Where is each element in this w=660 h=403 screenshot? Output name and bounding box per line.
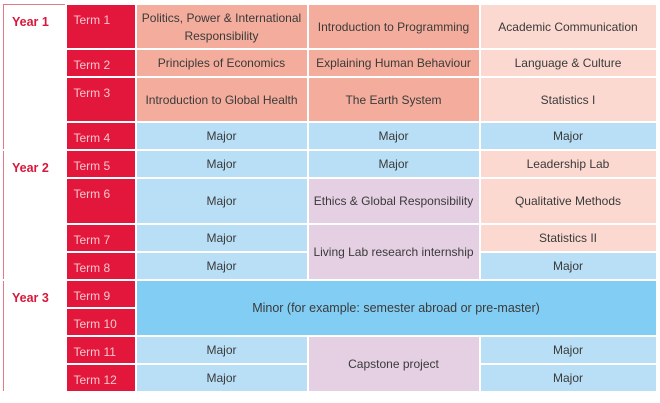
- term-10-label: Term 10: [64, 307, 137, 337]
- course-cell: Major: [134, 177, 309, 225]
- course-cell: Major: [306, 121, 481, 151]
- course-cell: Statistics II: [478, 223, 658, 253]
- course-cell: Major: [478, 363, 658, 393]
- course-cell: The Earth System: [306, 76, 481, 123]
- course-cell: Introduction to Programming: [306, 3, 481, 50]
- term-8-label: Term 8: [64, 251, 137, 281]
- course-cell: Qualitative Methods: [478, 177, 658, 225]
- course-cell: Explaining Human Behaviour: [306, 48, 481, 78]
- course-cell: Major: [306, 149, 481, 179]
- course-cell: Major: [134, 149, 309, 179]
- course-cell: Major: [134, 363, 309, 393]
- term-7-label: Term 7: [64, 223, 137, 253]
- minor-cell: Minor (for example: semester abroad or p…: [134, 279, 658, 337]
- term-6-label: Term 6: [64, 177, 137, 225]
- year-3-label: Year 3: [3, 279, 66, 393]
- course-cell: Major: [478, 121, 658, 151]
- course-cell: Statistics I: [478, 76, 658, 123]
- course-cell: Major: [134, 121, 309, 151]
- year-1-label: Year 1: [3, 3, 66, 151]
- curriculum-table: Year 1 Term 1 Politics, Power & Internat…: [3, 3, 658, 393]
- term-12-label: Term 12: [64, 363, 137, 393]
- term-9-label: Term 9: [64, 279, 137, 309]
- term-11-label: Term 11: [64, 335, 137, 365]
- course-cell: Language & Culture: [478, 48, 658, 78]
- term-2-label: Term 2: [64, 48, 137, 78]
- course-cell: Introduction to Global Health: [134, 76, 309, 123]
- course-cell: Ethics & Global Responsibility: [306, 177, 481, 225]
- course-cell: Politics, Power & International Responsi…: [134, 3, 309, 50]
- course-cell: Living Lab research internship: [306, 223, 481, 281]
- term-3-label: Term 3: [64, 76, 137, 123]
- term-4-label: Term 4: [64, 121, 137, 151]
- term-5-label: Term 5: [64, 149, 137, 179]
- course-cell: Capstone project: [306, 335, 481, 393]
- course-cell: Principles of Economics: [134, 48, 309, 78]
- course-cell: Major: [478, 335, 658, 365]
- course-cell: Major: [134, 223, 309, 253]
- term-1-label: Term 1: [64, 3, 137, 50]
- course-cell: Academic Communication: [478, 3, 658, 50]
- course-cell: Major: [478, 251, 658, 281]
- course-cell: Leadership Lab: [478, 149, 658, 179]
- course-cell: Major: [134, 335, 309, 365]
- year-2-label: Year 2: [3, 149, 66, 281]
- course-cell: Major: [134, 251, 309, 281]
